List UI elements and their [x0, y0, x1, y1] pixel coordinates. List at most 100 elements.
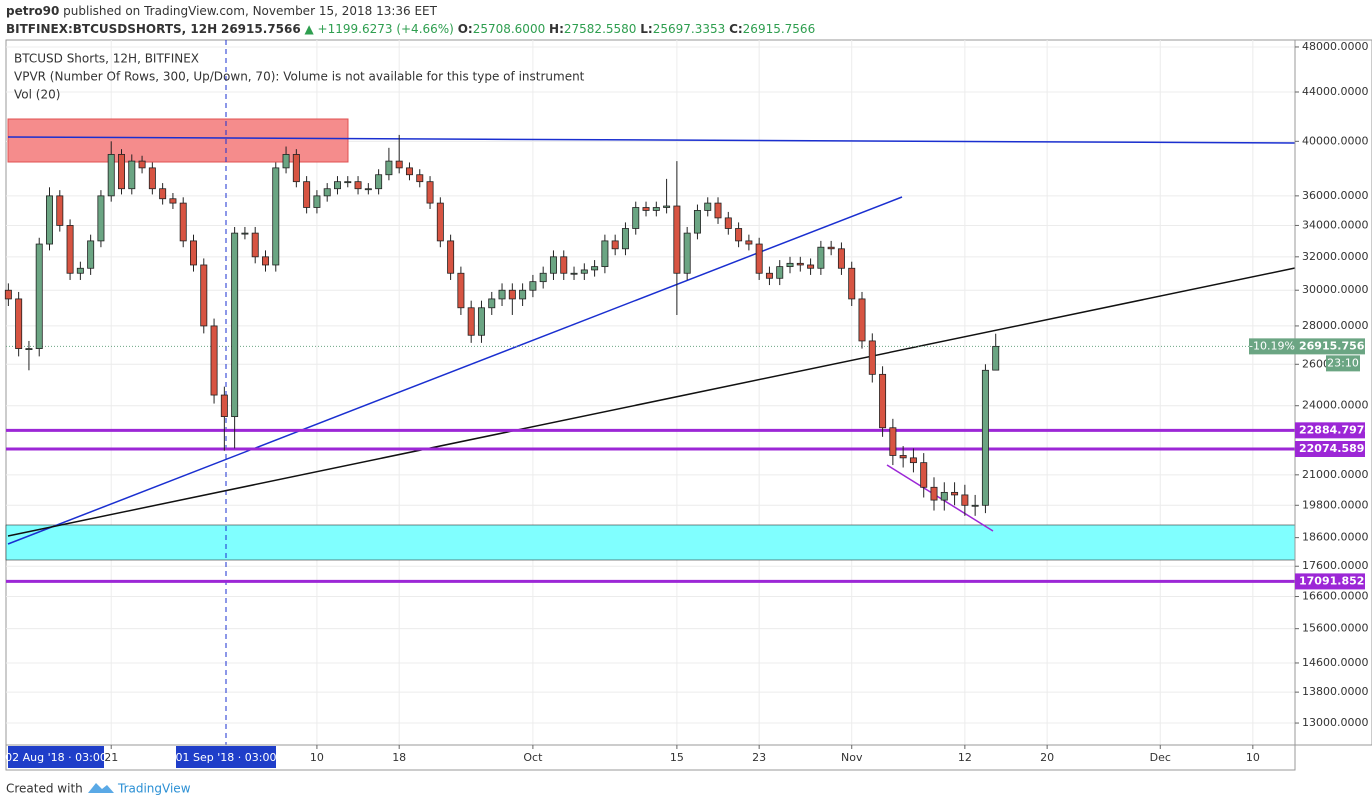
ohlc-value: 27582.5580: [564, 22, 637, 36]
candle-body: [642, 207, 650, 211]
candle-body: [560, 256, 568, 274]
candle-body: [765, 272, 773, 279]
candle-body: [262, 256, 269, 266]
candle-body: [56, 195, 64, 226]
y-tick-label: 40000.0000: [1302, 134, 1368, 147]
y-tick-label: 32000.0000: [1302, 250, 1368, 263]
candle-body: [827, 246, 835, 250]
candle-body: [848, 267, 856, 300]
candle-body: [920, 462, 928, 488]
y-tick-label: 19800.0000: [1302, 498, 1368, 511]
candle-body: [858, 298, 866, 342]
price: 26915.7566: [221, 22, 301, 36]
level-label-bg: [1295, 573, 1365, 590]
candle-body: [169, 198, 177, 204]
candle-body: [683, 232, 691, 274]
candle-body: [909, 457, 917, 464]
candle-body: [796, 262, 804, 266]
candle-body: [837, 248, 845, 269]
candle-body: [87, 240, 95, 269]
candle-body: [292, 154, 300, 183]
candle-body: [591, 266, 599, 271]
published: published on TradingView.com, November 1…: [63, 4, 437, 18]
candle-body: [745, 240, 753, 245]
candle-body: [333, 181, 341, 190]
candle-body: [46, 195, 53, 245]
candle-body: [714, 202, 722, 219]
level-label-bg: [1295, 422, 1365, 439]
x-tick-label: 10: [1246, 751, 1260, 764]
candle-body: [179, 202, 187, 242]
ohlc-key: O:: [458, 22, 473, 36]
y-tick-label: 44000.0000: [1302, 85, 1368, 98]
candle-body: [961, 494, 969, 506]
candles: [4, 134, 1000, 516]
candle-body: [807, 264, 815, 269]
candle-body: [673, 205, 681, 274]
x-tick-label: 21: [104, 751, 118, 764]
crosshair-label-bg: [176, 746, 276, 768]
change-label: -10.19%: [1249, 339, 1295, 352]
candle-body: [375, 174, 383, 190]
legend-item: BTCUSD Shorts, 12H, BITFINEX: [14, 52, 199, 66]
y-tick-label: 28000.0000: [1302, 319, 1368, 332]
candle-body: [364, 188, 372, 191]
crosshair-label-bg: [8, 746, 104, 768]
candle-body: [200, 264, 208, 327]
candle-body: [735, 228, 743, 242]
candle-body: [488, 298, 496, 309]
resistance-zone: [7, 118, 349, 163]
y-tick-label: 36000.0000: [1302, 189, 1368, 202]
x-tick-label: 12: [958, 751, 972, 764]
candle-body: [786, 262, 794, 268]
candle-body: [447, 240, 455, 274]
candle-body: [190, 240, 197, 266]
candle-body: [817, 246, 825, 269]
ohlc-value: 25697.3353: [653, 22, 726, 36]
candle-body: [539, 272, 547, 283]
candle-body: [159, 188, 167, 200]
candle-body: [395, 160, 403, 169]
candle-body: [477, 307, 485, 336]
trend-line: [7, 136, 1296, 144]
footer-text: Created with: [6, 782, 83, 796]
candle-body: [385, 160, 393, 176]
y-tick-label: 17600.0000: [1302, 559, 1368, 572]
countdown-label: 23:10: [1327, 356, 1359, 369]
x-tick-label: 18: [392, 751, 406, 764]
last-price-bg: [1295, 338, 1365, 355]
ohlc-key: L:: [640, 22, 652, 36]
legend-item: Vol (20): [14, 88, 60, 102]
candle-body: [210, 325, 218, 396]
x-tick-label: 23: [752, 751, 766, 764]
y-tick-label: 16600.0000: [1302, 590, 1368, 603]
change-label-bg: [1249, 338, 1295, 355]
candle-body: [107, 154, 115, 197]
candle-body: [693, 210, 701, 234]
candle-body: [323, 188, 331, 197]
x-tick-label: Dec: [1150, 751, 1171, 764]
footer-brand[interactable]: TradingView: [117, 782, 191, 796]
change: ▲ +1199.6273 (+4.66%): [305, 22, 454, 36]
ohlc-key: C:: [729, 22, 743, 36]
candle-body: [570, 272, 578, 275]
x-tick-label: Oct: [523, 751, 543, 764]
x-tick-label: 15: [670, 751, 684, 764]
candle-body: [889, 427, 897, 456]
ohlc-key: H:: [549, 22, 564, 36]
y-tick-label: 30000.0000: [1302, 283, 1368, 296]
candle-body: [220, 394, 228, 418]
candle-body: [621, 228, 629, 250]
candle-body: [128, 160, 136, 190]
candle-body: [405, 167, 413, 176]
y-tick-label: 13800.0000: [1302, 685, 1368, 698]
candle-body: [899, 455, 907, 459]
candle-body: [251, 232, 259, 258]
candle-body: [436, 202, 444, 242]
legend-item: VPVR (Number Of Rows, 300, Up/Down, 70):…: [14, 70, 585, 84]
candle-body: [231, 232, 239, 418]
y-tick-label: 34000.0000: [1302, 218, 1368, 231]
trend-line: [7, 267, 1296, 537]
candle-body: [971, 504, 979, 507]
